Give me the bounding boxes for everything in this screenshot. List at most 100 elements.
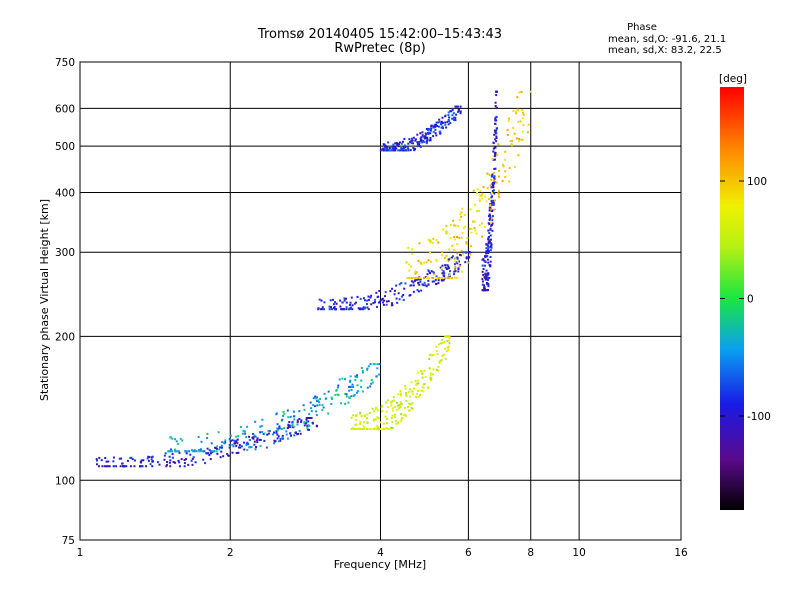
data-point — [446, 259, 449, 262]
data-point — [493, 176, 496, 179]
data-point — [419, 261, 422, 264]
data-point — [494, 154, 497, 157]
data-point — [218, 448, 221, 451]
data-point — [398, 407, 401, 410]
data-point — [423, 281, 426, 284]
data-point — [315, 425, 318, 428]
data-point — [478, 198, 481, 201]
data-point — [398, 404, 401, 407]
data-point — [490, 186, 493, 189]
data-point — [236, 442, 239, 445]
data-point — [334, 301, 337, 304]
data-point — [316, 400, 319, 403]
data-point — [435, 350, 438, 353]
x-tick-label: 10 — [572, 547, 585, 559]
data-point — [454, 270, 457, 273]
data-point — [518, 91, 521, 94]
data-point — [252, 433, 255, 436]
data-point — [410, 137, 413, 140]
data-point — [476, 191, 479, 194]
data-point — [384, 144, 387, 147]
data-point — [240, 445, 243, 448]
data-point — [413, 149, 416, 152]
data-point — [491, 173, 494, 176]
data-point — [382, 149, 385, 152]
data-point — [167, 450, 170, 453]
data-point — [432, 271, 435, 274]
data-point — [441, 279, 444, 282]
data-point — [215, 447, 218, 450]
data-point — [487, 215, 490, 218]
x-axis-label: Frequency [MHz] — [334, 558, 426, 571]
data-point — [453, 118, 456, 121]
data-point — [460, 236, 463, 239]
data-point — [351, 383, 354, 386]
data-point — [435, 275, 438, 278]
data-point — [419, 137, 422, 140]
data-point — [423, 137, 426, 140]
x-tick-label: 16 — [674, 547, 688, 559]
data-point — [235, 451, 238, 454]
data-point — [170, 450, 173, 453]
data-point — [397, 145, 400, 148]
data-point — [508, 180, 511, 183]
data-point — [404, 146, 407, 149]
data-point — [404, 414, 407, 417]
data-point — [375, 291, 378, 294]
data-point — [370, 378, 373, 381]
data-point — [141, 465, 144, 468]
data-point — [516, 96, 519, 99]
data-point — [490, 221, 493, 224]
data-point — [255, 439, 258, 442]
data-point — [396, 301, 399, 304]
data-point — [429, 136, 432, 139]
data-point — [453, 276, 456, 279]
data-point — [421, 390, 424, 393]
data-point — [462, 226, 465, 229]
data-point — [387, 141, 390, 144]
data-point — [217, 431, 220, 434]
data-point — [430, 373, 433, 376]
data-point — [446, 346, 449, 349]
data-point — [369, 363, 372, 366]
data-point — [139, 465, 142, 468]
data-point — [343, 297, 346, 300]
data-point — [427, 269, 430, 272]
data-point — [332, 298, 335, 301]
data-point — [373, 298, 376, 301]
data-point — [493, 177, 496, 180]
data-point — [282, 410, 285, 413]
data-point — [403, 287, 406, 290]
data-point — [445, 267, 448, 270]
data-point — [260, 425, 263, 428]
data-point — [296, 423, 299, 426]
data-point — [252, 437, 255, 440]
data-point — [514, 165, 517, 168]
data-point — [409, 294, 412, 297]
data-point — [385, 303, 388, 306]
data-point — [432, 241, 435, 244]
data-point — [492, 203, 495, 206]
data-point — [453, 224, 456, 227]
data-point — [395, 284, 398, 287]
data-point — [494, 119, 497, 122]
data-point — [489, 217, 492, 220]
data-point — [488, 213, 491, 216]
data-point — [327, 390, 330, 393]
data-point — [352, 385, 355, 388]
x-tick-label: 2 — [227, 547, 234, 559]
data-point — [392, 396, 395, 399]
data-point — [437, 241, 440, 244]
colorbar: [deg] 100 0 -100 — [719, 73, 771, 510]
data-point — [236, 438, 239, 441]
data-point — [192, 456, 195, 459]
data-point — [495, 94, 498, 97]
data-point — [495, 140, 498, 143]
data-point — [488, 277, 491, 280]
data-point — [379, 299, 382, 302]
data-point — [522, 124, 525, 127]
data-point — [187, 463, 190, 466]
data-point — [291, 421, 294, 424]
data-point — [175, 450, 178, 453]
